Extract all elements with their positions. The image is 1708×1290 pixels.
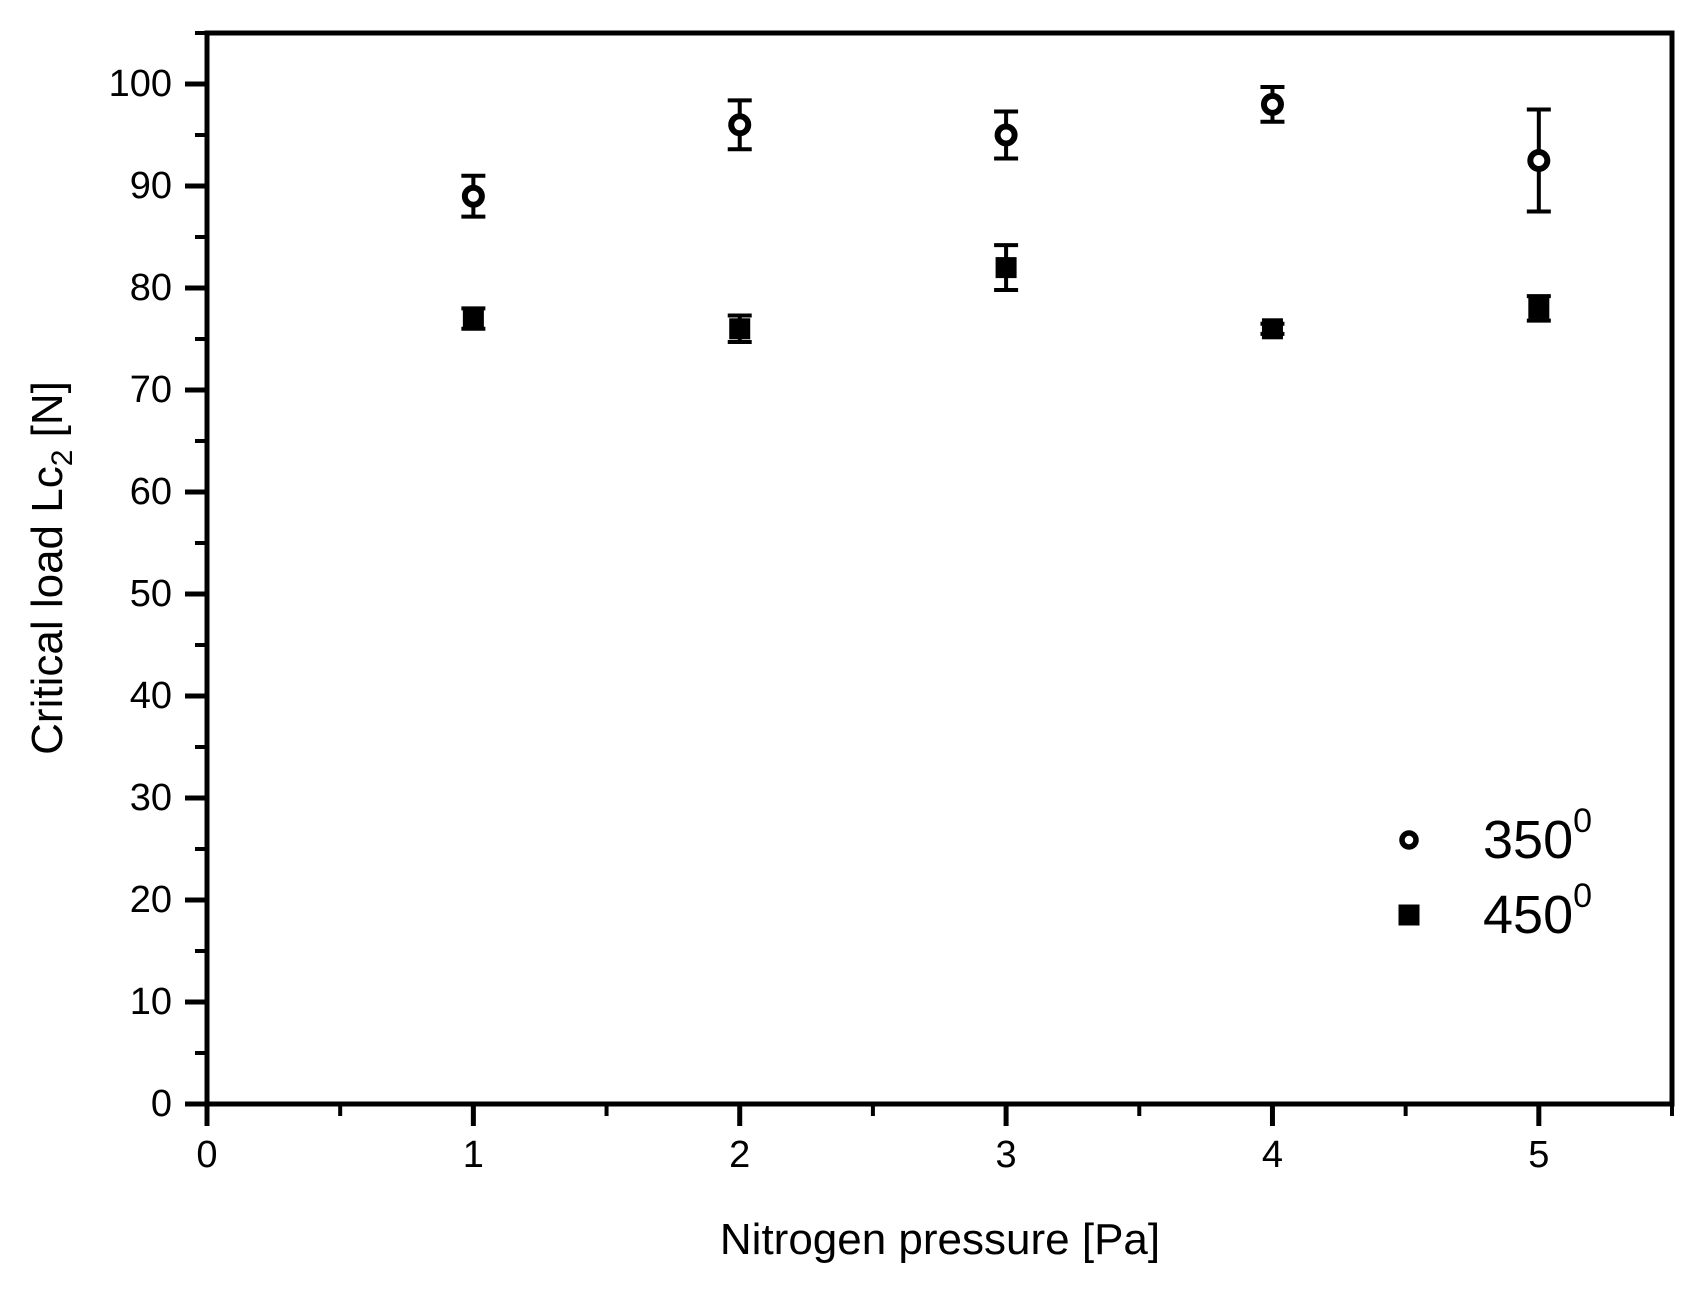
data-point-square bbox=[729, 318, 751, 340]
y-tick-label: 20 bbox=[130, 879, 172, 921]
y-axis-label-main: Critical load Lc bbox=[23, 466, 72, 755]
y-tick-label: 100 bbox=[109, 63, 172, 105]
x-axis-label: Nitrogen pressure [Pa] bbox=[720, 1215, 1160, 1264]
data-point-circle bbox=[461, 184, 485, 208]
y-axis-label-suffix: [N] bbox=[23, 381, 72, 449]
x-tick-label: 2 bbox=[729, 1134, 750, 1176]
data-point-circle bbox=[994, 123, 1018, 147]
data-point-circle bbox=[1527, 149, 1551, 172]
y-tick-label: 60 bbox=[130, 471, 172, 513]
y-tick-label: 70 bbox=[130, 369, 172, 411]
y-tick-label: 40 bbox=[130, 675, 172, 717]
x-tick-label: 1 bbox=[463, 1134, 484, 1176]
y-axis-label: Critical load Lc2 [N] bbox=[23, 381, 79, 755]
x-tick-label: 0 bbox=[196, 1134, 217, 1176]
data-point-square bbox=[995, 257, 1017, 279]
legend-entry-450-label: 4500 bbox=[1483, 877, 1592, 945]
legend-entry-450-superscript: 0 bbox=[1573, 877, 1592, 915]
legend-entry-450-text: 450 bbox=[1483, 885, 1573, 945]
legend-entry-350-label: 3500 bbox=[1483, 802, 1592, 870]
data-point-square bbox=[1261, 318, 1283, 340]
y-tick-label: 50 bbox=[130, 573, 172, 615]
y-tick-label: 30 bbox=[130, 777, 172, 819]
y-tick-label: 0 bbox=[151, 1083, 172, 1125]
y-tick-label: 10 bbox=[130, 981, 172, 1023]
data-point-square bbox=[462, 308, 484, 330]
data-point-circle bbox=[728, 113, 752, 137]
data-point-circle bbox=[1260, 92, 1284, 116]
y-tick-label: 80 bbox=[130, 267, 172, 309]
x-tick-label: 5 bbox=[1528, 1134, 1549, 1176]
legend-marker-square bbox=[1398, 904, 1420, 926]
legend-marker-circle bbox=[1399, 830, 1419, 850]
y-tick-label: 90 bbox=[130, 165, 172, 207]
x-tick-label: 4 bbox=[1262, 1134, 1283, 1176]
x-tick-label: 3 bbox=[996, 1134, 1017, 1176]
y-axis-label-subscript: 2 bbox=[46, 450, 79, 467]
legend-entry-350-text: 350 bbox=[1483, 810, 1573, 870]
plot-box bbox=[204, 30, 1675, 1107]
legend-entry-350-superscript: 0 bbox=[1573, 802, 1592, 840]
data-point-square bbox=[1528, 297, 1550, 319]
